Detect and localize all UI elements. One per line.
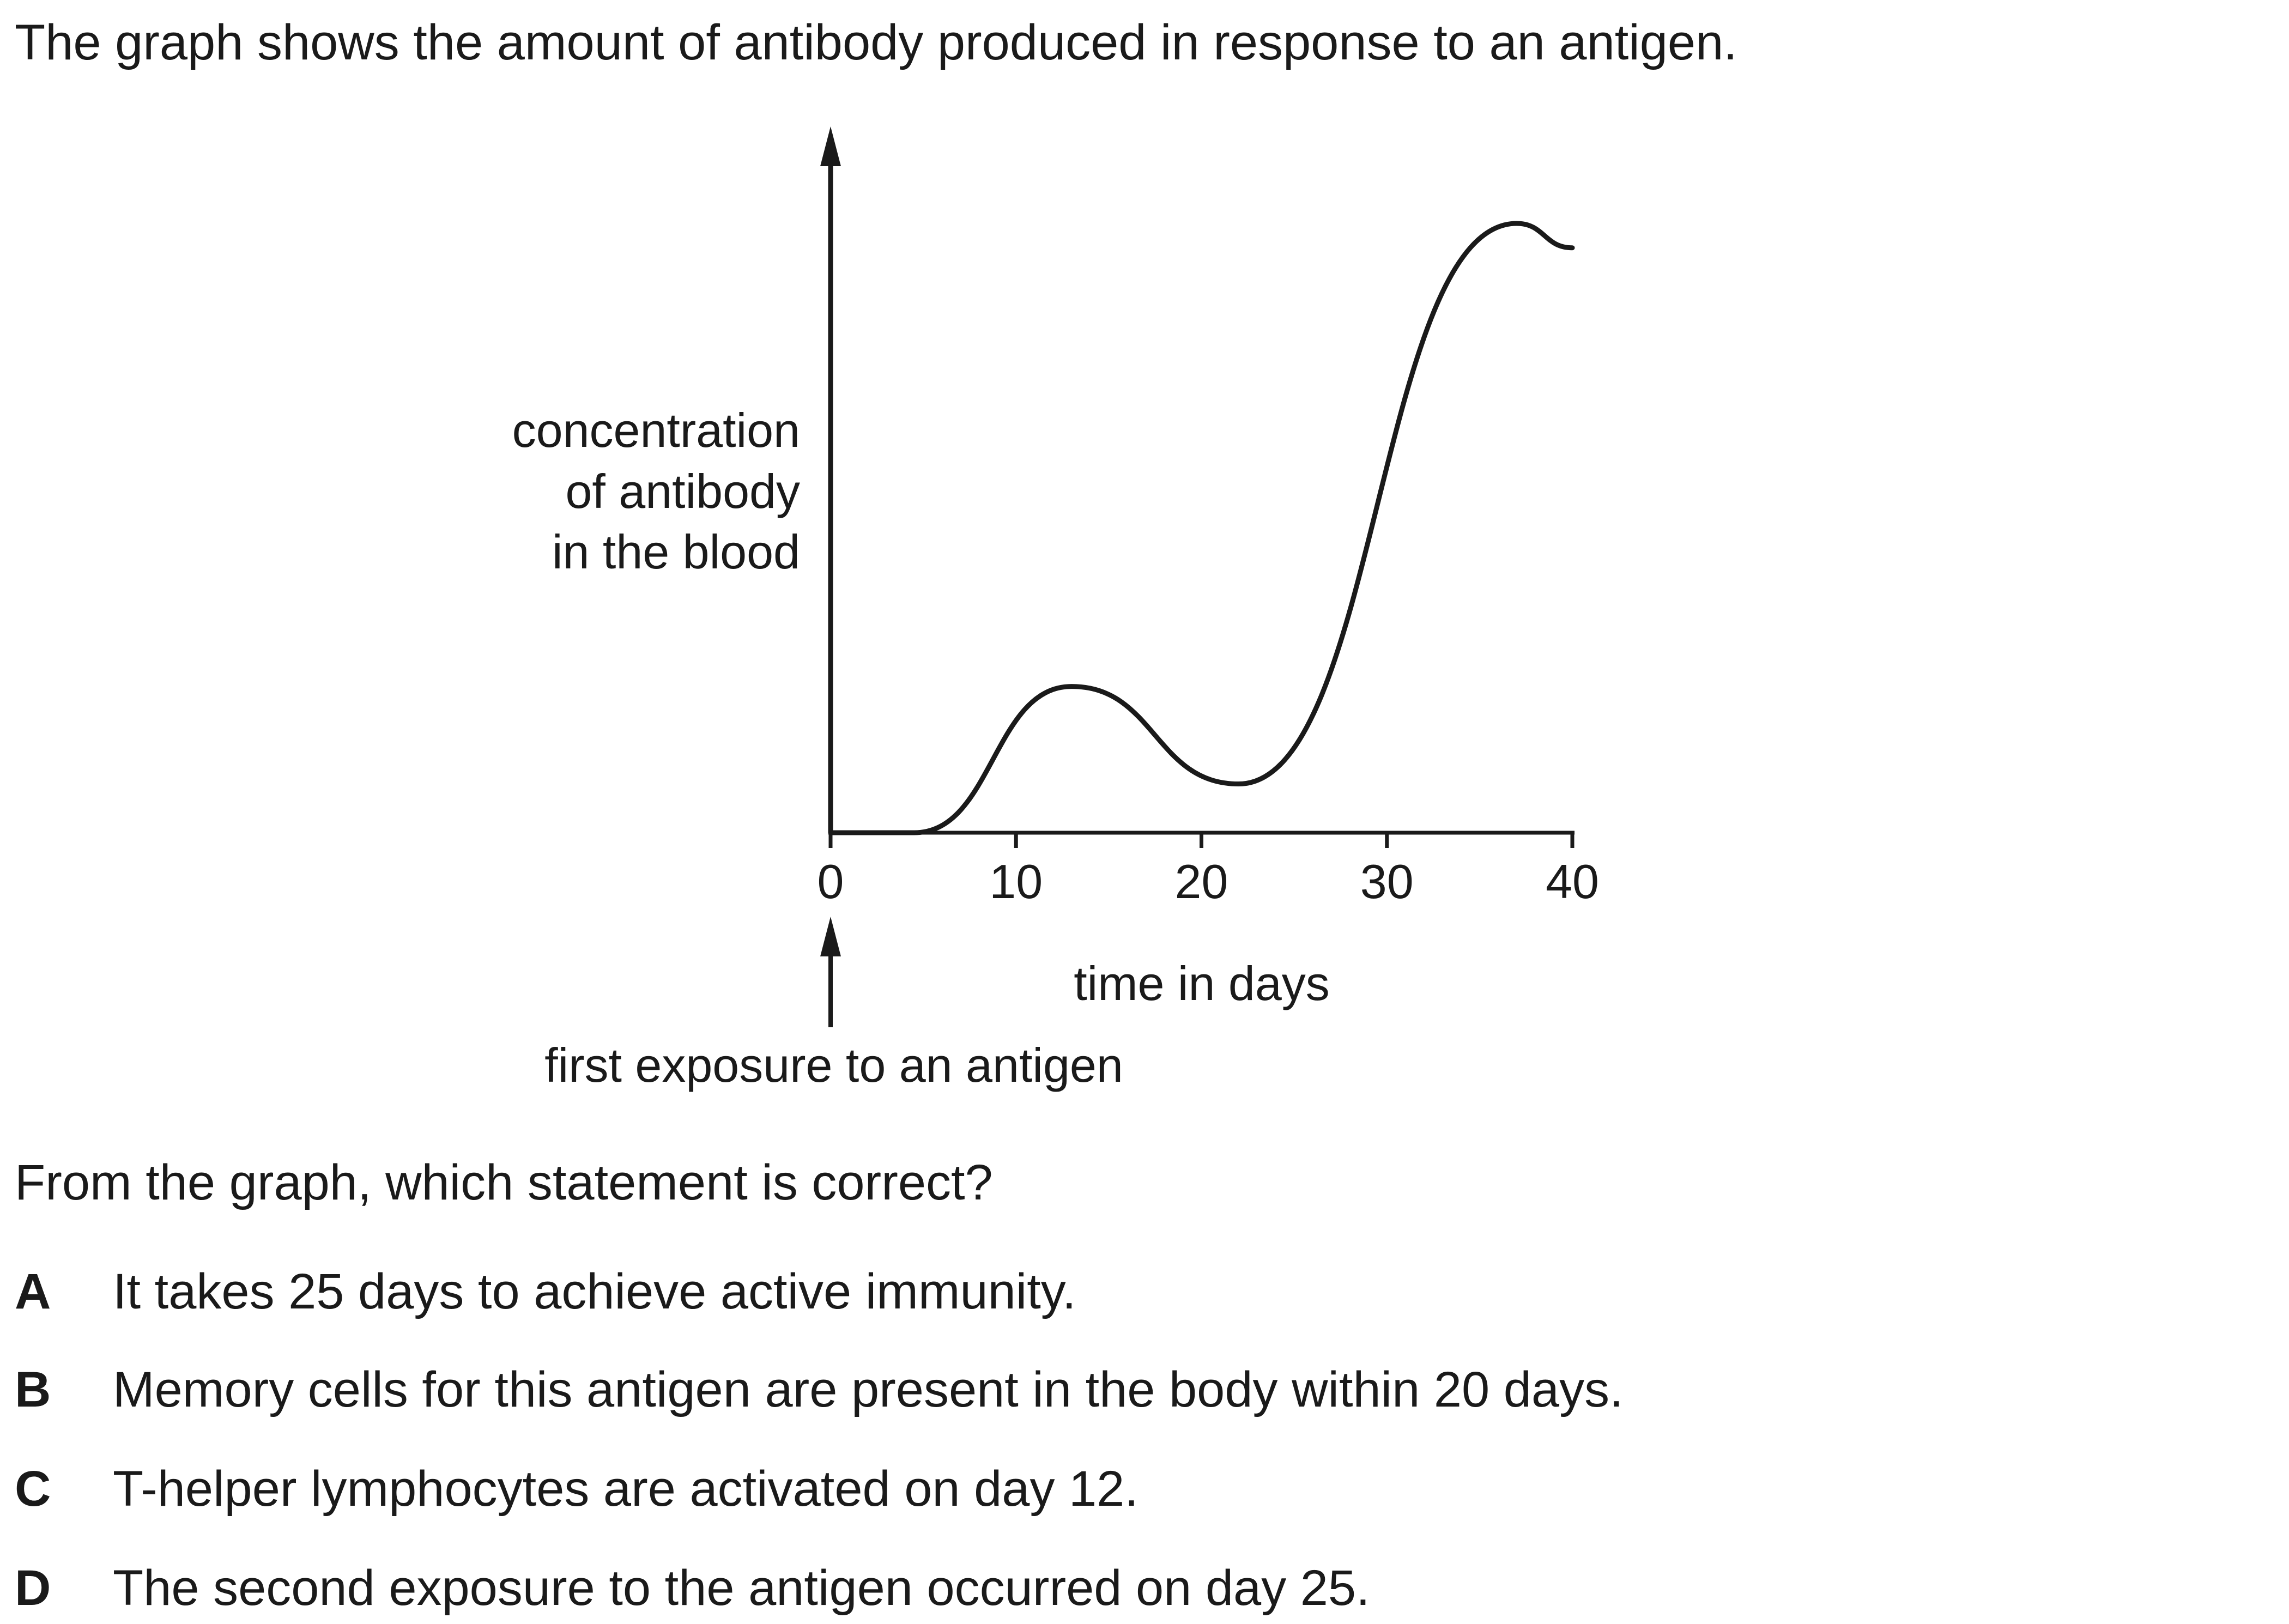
option-letter: D xyxy=(15,1560,51,1616)
option-text: Memory cells for this antigen are presen… xyxy=(113,1362,1624,1417)
option-letter: A xyxy=(15,1264,51,1319)
exposure-annotation: first exposure to an antigen xyxy=(544,1038,1123,1092)
y-axis-arrowhead xyxy=(820,126,841,166)
exposure-arrowhead xyxy=(820,917,841,956)
y-axis-label-line-3: in the blood xyxy=(552,525,800,579)
x-tick-label-30: 30 xyxy=(1360,855,1414,908)
y-axis-label-line-2: of antibody xyxy=(565,464,800,518)
intro-text: The graph shows the amount of antibody p… xyxy=(15,15,1737,70)
option-text: The second exposure to the antigen occur… xyxy=(113,1560,1370,1616)
option-text: It takes 25 days to achieve active immun… xyxy=(113,1264,1076,1319)
x-tick-label-20: 20 xyxy=(1175,855,1228,908)
y-axis-label-line-1: concentration xyxy=(512,403,800,457)
option-letter: C xyxy=(15,1461,51,1517)
antibody-concentration-curve xyxy=(828,221,1575,835)
x-tick-label-10: 10 xyxy=(989,855,1043,908)
x-axis-label: time in days xyxy=(1074,956,1330,1010)
option-text: T-helper lymphocytes are activated on da… xyxy=(113,1461,1139,1517)
x-tick-label-0: 0 xyxy=(818,855,844,908)
x-tick-label-40: 40 xyxy=(1546,855,1599,908)
question-text: From the graph, which statement is corre… xyxy=(15,1155,993,1210)
antibody-graph: 0 10 20 30 40 concentration of antibody in t… xyxy=(512,126,1599,1092)
option-letter: B xyxy=(15,1362,51,1417)
